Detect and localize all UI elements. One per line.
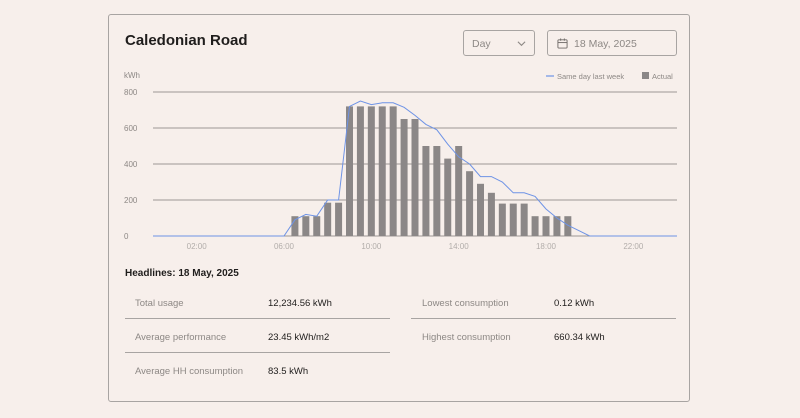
divider: [125, 352, 390, 353]
legend-bar-swatch: [642, 72, 649, 79]
bar-actual: [389, 106, 397, 237]
bar-actual: [487, 192, 495, 236]
period-select-value: Day: [472, 38, 491, 50]
bar-actual: [324, 202, 332, 236]
bar-actual: [433, 146, 441, 236]
average-hh-value: 83.5 kWh: [268, 366, 309, 377]
average-hh-label: Average HH consumption: [135, 366, 244, 377]
bar-actual: [477, 183, 484, 236]
y-tick-label: 200: [124, 196, 138, 205]
bar-actual: [553, 216, 561, 236]
bar-actual: [335, 202, 343, 236]
bar-actual: [509, 203, 517, 236]
bar-actual: [444, 158, 452, 236]
bar-actual: [291, 216, 299, 236]
bar-actual: [466, 171, 474, 236]
y-tick-label: 600: [124, 124, 138, 133]
bar-actual: [564, 216, 572, 236]
calendar-icon: [557, 38, 568, 52]
x-tick-label: 02:00: [187, 242, 208, 251]
bar-actual: [356, 106, 364, 237]
x-tick-label: 06:00: [274, 242, 295, 251]
bar-actual: [346, 106, 353, 237]
line-same-day-last-week: [153, 100, 677, 237]
headlines-title: Headlines: 18 May, 2025: [125, 268, 239, 279]
bar-actual: [400, 119, 408, 236]
divider: [125, 318, 390, 319]
chevron-down-icon: [517, 39, 526, 51]
bar-actual: [531, 216, 539, 236]
y-tick-label: 800: [124, 88, 138, 97]
date-picker[interactable]: 18 May, 2025: [547, 30, 677, 56]
bar-actual: [313, 216, 321, 236]
average-performance-label: Average performance: [135, 332, 227, 343]
x-tick-label: 18:00: [536, 242, 557, 251]
highest-consumption-label: Highest consumption: [422, 332, 511, 343]
average-performance-value: 23.45 kWh/m2: [268, 332, 330, 343]
x-tick-label: 10:00: [361, 242, 382, 251]
bar-actual: [422, 146, 430, 236]
legend-actual: Actual: [652, 72, 673, 81]
y-tick-label: 400: [124, 160, 138, 169]
bar-actual: [378, 106, 386, 237]
energy-card: Caledonian Road Day 18 May, 2025 kWh 0 200…: [108, 14, 690, 402]
bar-actual: [498, 203, 506, 236]
consumption-chart: kWh 0 200 400 600 800 02:00 06:00 10:00 14:00 18:0…: [124, 71, 677, 251]
x-tick-label: 14:00: [449, 242, 470, 251]
x-tick-label: 22:00: [623, 242, 644, 251]
site-title: Caledonian Road: [125, 32, 248, 49]
bar-actual: [520, 203, 528, 236]
date-picker-value: 18 May, 2025: [574, 38, 637, 50]
divider: [411, 318, 676, 319]
total-usage-value: 12,234.56 kWh: [268, 298, 332, 309]
bar-actual: [411, 119, 419, 236]
lowest-consumption-value: 0.12 kWh: [554, 298, 595, 309]
lowest-consumption-label: Lowest consumption: [422, 298, 509, 309]
y-tick-label: 0: [124, 232, 129, 241]
highest-consumption-value: 660.34 kWh: [554, 332, 605, 343]
bar-actual: [542, 216, 550, 236]
bar-actual: [367, 106, 375, 237]
bar-actual: [302, 216, 310, 236]
total-usage-label: Total usage: [135, 298, 184, 309]
bar-actual: [455, 146, 463, 236]
y-axis-unit: kWh: [124, 71, 140, 80]
period-select[interactable]: Day: [463, 30, 535, 56]
legend-same-day-last-week: Same day last week: [557, 72, 624, 81]
